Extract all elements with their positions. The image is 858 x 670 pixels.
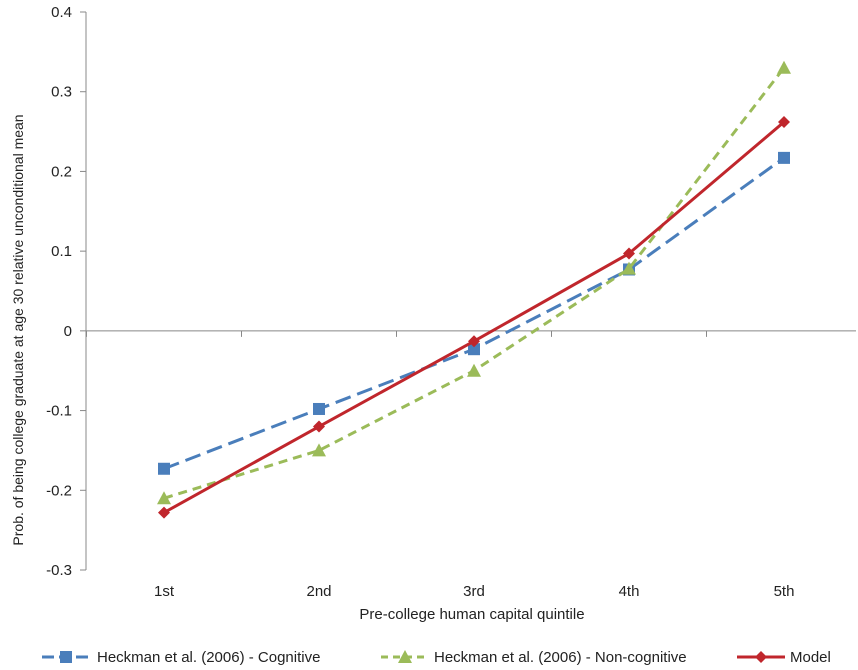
series-triangle [157, 60, 791, 505]
legend: Heckman et al. (2006) - Cognitive Heckman… [42, 649, 831, 666]
data-point [158, 462, 170, 475]
y-tick-label: -0.1 [46, 403, 72, 420]
series-line [163, 120, 785, 514]
data-point [467, 363, 481, 377]
y-tick-label: 0 [64, 323, 72, 340]
data-point [468, 343, 480, 356]
legend-marker [755, 651, 767, 663]
series-line [163, 156, 785, 471]
series-diamond [158, 116, 790, 519]
x-tick-label: 3rd [463, 583, 485, 600]
x-tick-label: 2nd [306, 583, 331, 600]
legend-marker [398, 650, 412, 663]
data-point [778, 116, 790, 129]
data-point [312, 443, 326, 457]
legend-label: Model [790, 649, 831, 666]
x-tick-label: 4th [619, 583, 640, 600]
data-point [468, 335, 480, 348]
legend-item: Model [737, 649, 831, 666]
y-tick-label: 0.3 [51, 84, 72, 101]
data-point [313, 420, 325, 433]
data-point [622, 261, 636, 275]
legend-label: Heckman et al. (2006) - Non-cognitive [434, 649, 687, 666]
data-point [777, 60, 791, 74]
x-tick-label: 5th [774, 583, 795, 600]
y-tick-label: -0.3 [46, 562, 72, 579]
axes: 0.4 0.3 0.2 0.1 0 -0.1 -0.2 -0.3 1st 2nd 3rd 4th 5th [46, 4, 856, 600]
legend-item: Heckman et al. (2006) - Non-cognitive [381, 649, 687, 666]
legend-marker [60, 651, 72, 663]
x-axis-label: Pre-college human capital quintile [359, 606, 584, 623]
series-layer [157, 60, 791, 519]
legend-item: Heckman et al. (2006) - Cognitive [42, 649, 320, 666]
y-tick-label: 0.4 [51, 4, 72, 21]
data-point [623, 247, 635, 260]
y-tick-label: 0.1 [51, 243, 72, 260]
data-point [313, 402, 325, 415]
series-square [158, 151, 790, 475]
x-tick-label: 1st [154, 583, 175, 600]
legend-label: Heckman et al. (2006) - Cognitive [97, 649, 320, 666]
y-tick-label: -0.2 [46, 482, 72, 499]
y-axis-label: Prob. of being college graduate at age 3… [10, 114, 26, 545]
data-point [158, 506, 170, 519]
data-point [778, 151, 790, 164]
y-tick-label: 0.2 [51, 163, 72, 180]
data-point [157, 491, 171, 505]
